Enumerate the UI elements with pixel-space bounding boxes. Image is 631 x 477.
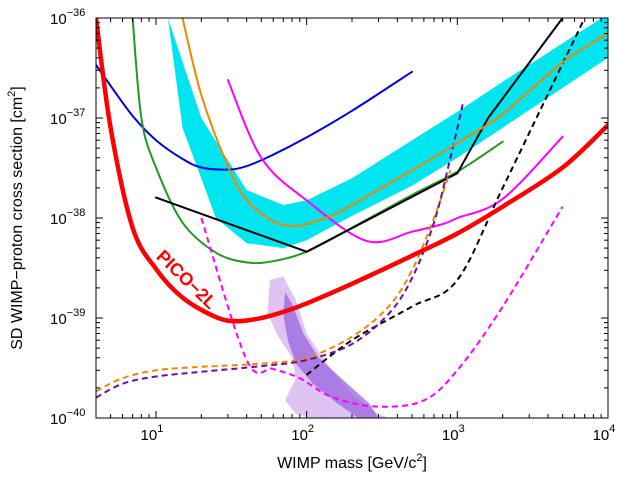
series-line-5 [155, 18, 564, 253]
y-tick-label: 10−40 [50, 407, 85, 428]
band-0 [167, 18, 608, 249]
x-tick-label: 102 [291, 423, 314, 444]
series-line-2 [131, 18, 504, 265]
y-axis-label: SD WIMP−proton cross section [cm2] [6, 86, 26, 350]
y-tick-label: 10−38 [50, 207, 85, 228]
x-tick-label: 101 [141, 423, 164, 444]
series-line-7 [200, 206, 564, 408]
y-tick-label: 10−37 [50, 107, 85, 128]
shaded-region-1 [283, 292, 379, 418]
series-line-9 [96, 100, 465, 399]
plot-area [96, 18, 608, 418]
series-line-1 [96, 63, 413, 171]
series-line-8 [96, 169, 452, 393]
y-tick-label: 10−39 [50, 307, 85, 328]
series-line-0 [96, 18, 608, 324]
x-tick-label: 103 [442, 423, 465, 444]
x-tick-label: 104 [593, 423, 616, 444]
y-tick-label: 10−36 [50, 7, 85, 28]
series-line-3 [181, 18, 608, 228]
shaded-region-0 [267, 276, 389, 418]
x-axis-label: WIMP mass [GeV/c2] [277, 452, 427, 472]
series-line-6 [305, 18, 586, 376]
axis-ticks: 101 102 103 104 10−40 10−39 10−38 10−37 10−36 [50, 7, 615, 444]
